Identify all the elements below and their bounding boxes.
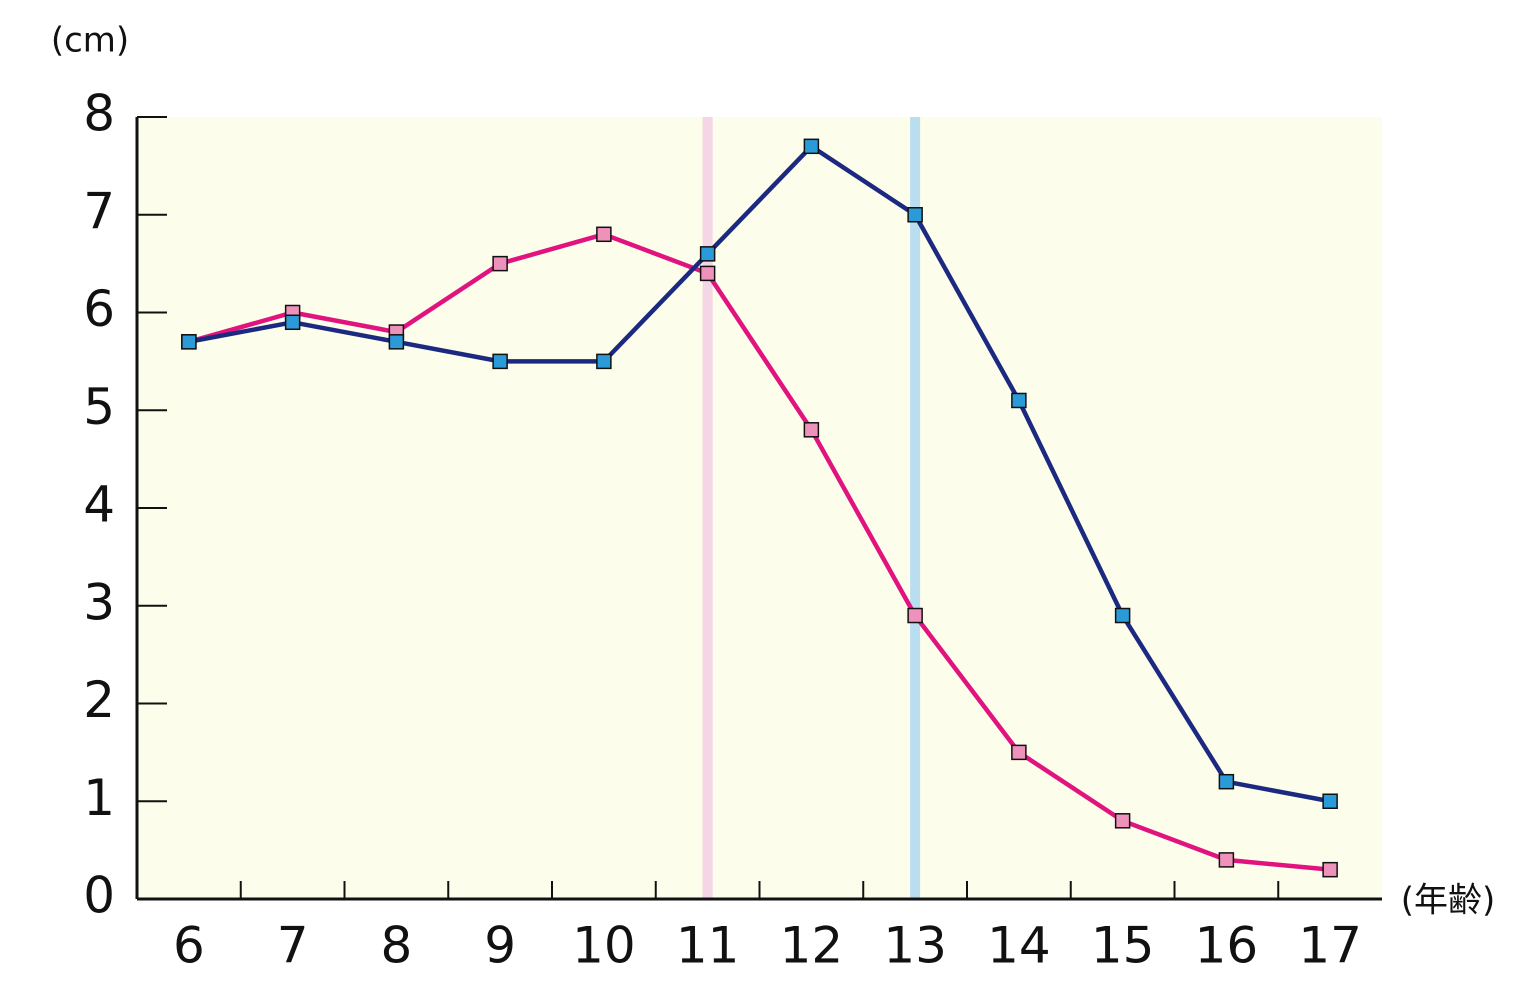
- y-tick-label: 3: [83, 573, 115, 631]
- x-tick-label: 11: [676, 917, 740, 975]
- x-tick-label: 16: [1195, 917, 1259, 975]
- series-line: [188, 144, 1331, 804]
- marker: [699, 246, 716, 262]
- y-tick-label: 7: [83, 182, 115, 240]
- marker: [492, 353, 508, 370]
- marker: [1218, 773, 1235, 790]
- series-line: [188, 232, 1331, 872]
- plot-background: [137, 117, 1382, 899]
- y-tick-label: 4: [83, 476, 115, 534]
- marker: [181, 334, 197, 350]
- x-unit: (年齢): [1401, 881, 1496, 921]
- marker: [284, 314, 301, 331]
- marker: [1114, 813, 1131, 829]
- y-tick-label: 8: [83, 85, 115, 143]
- y-tick-label: 5: [83, 378, 115, 436]
- marker: [803, 422, 820, 438]
- x-tick-label: 9: [484, 917, 516, 975]
- y-tick-label: 1: [83, 769, 115, 827]
- marker: [492, 255, 508, 272]
- marker: [699, 265, 716, 282]
- x-tick-label: 14: [987, 917, 1051, 975]
- marker: [907, 207, 923, 223]
- marker: [388, 334, 405, 350]
- marker: [907, 607, 923, 624]
- marker: [803, 138, 820, 155]
- x-tick-label: 8: [380, 917, 412, 975]
- y-tick-label: 6: [83, 280, 115, 338]
- x-tick-label: 10: [572, 917, 636, 975]
- x-tick-label: 13: [883, 917, 947, 975]
- y-tick-label: 2: [83, 671, 115, 729]
- marker: [1218, 852, 1235, 868]
- x-tick-label: 7: [277, 917, 309, 975]
- marker: [1011, 744, 1027, 761]
- marker: [596, 226, 612, 243]
- marker: [1114, 607, 1131, 624]
- marker: [1011, 392, 1027, 409]
- x-tick-label: 12: [780, 917, 844, 975]
- marker: [1322, 861, 1338, 878]
- x-tick-label: 17: [1298, 917, 1362, 975]
- x-tick-label: 6: [173, 917, 205, 975]
- x-tick-label: 15: [1091, 917, 1155, 975]
- marker: [1322, 793, 1338, 809]
- y-tick-label: 0: [83, 867, 115, 925]
- marker: [596, 353, 612, 370]
- y-unit: (cm): [51, 21, 129, 61]
